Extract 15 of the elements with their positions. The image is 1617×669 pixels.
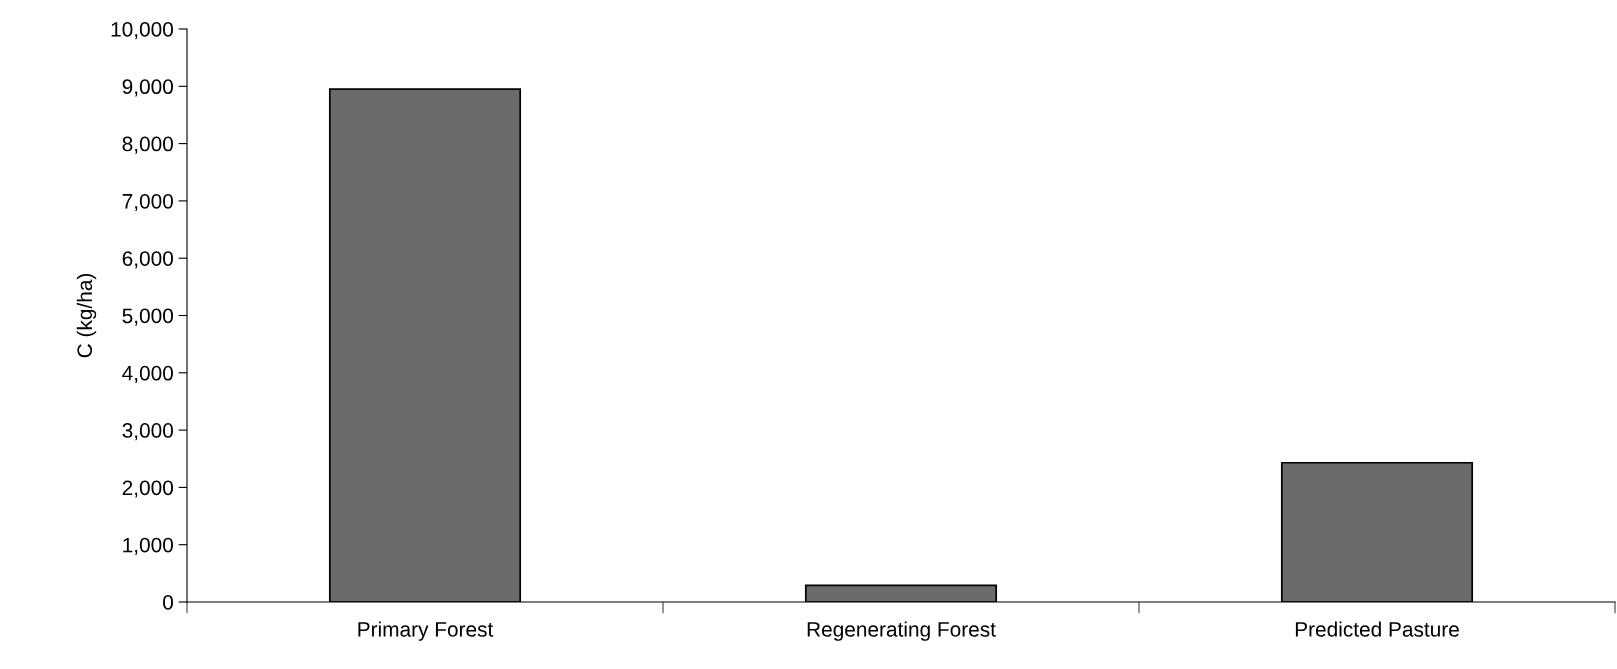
y-tick-label: 8,000 (122, 136, 173, 154)
y-tick-label: 0 (163, 595, 173, 610)
y-tick-label: 6,000 (122, 251, 173, 269)
y-tick-label: 4,000 (122, 365, 173, 384)
y-tick-label: 3,000 (122, 423, 173, 441)
x-tick-label: Regenerating Forest (807, 621, 996, 641)
y-tick-label: 2,000 (122, 480, 173, 498)
y-tick-label: 1,000 (123, 537, 173, 555)
y-tick-label: 10,000 (111, 22, 173, 40)
y-tick-label: 7,000 (122, 193, 173, 212)
x-tick-label: Predicted Pasture (1295, 621, 1459, 637)
y-tick-label: 5,000 (122, 308, 173, 326)
y-tick-label: 9,000 (122, 79, 173, 97)
x-tick-label: Primary Forest (358, 621, 494, 641)
y-axis-title: C (kg/ha) (76, 273, 97, 358)
